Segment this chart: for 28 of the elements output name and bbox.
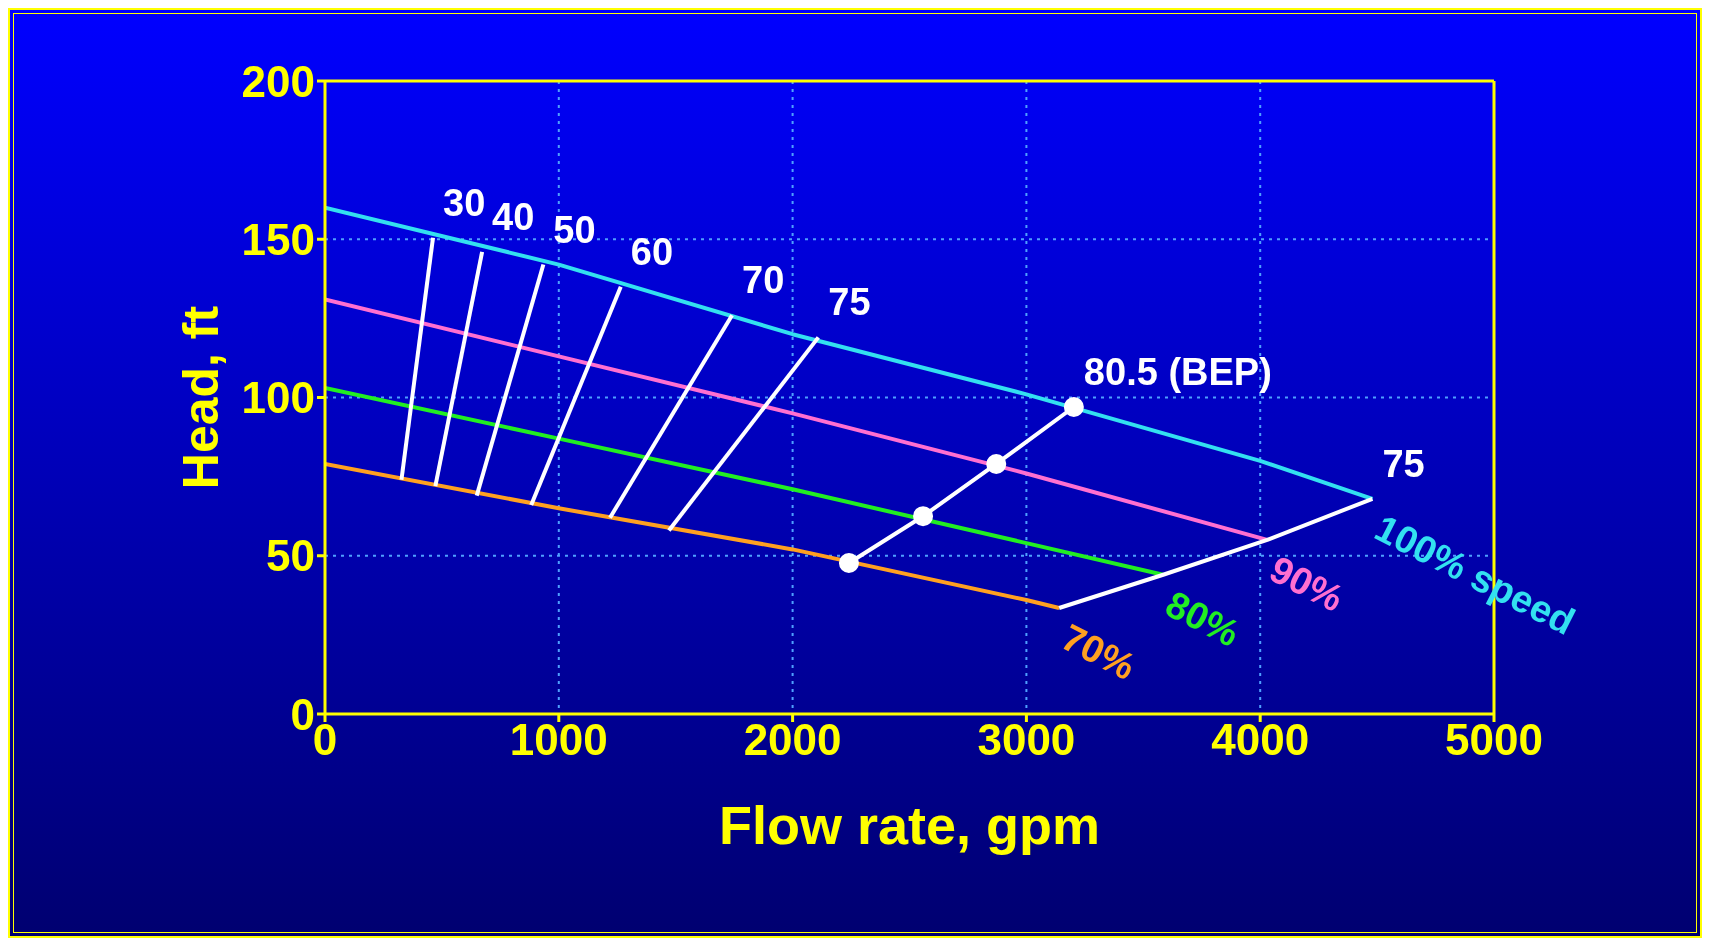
series-label: 80.5 (BEP)	[1083, 350, 1272, 393]
text: 100% speed	[1368, 506, 1582, 643]
series-label: 50	[553, 208, 596, 251]
series-label: 75	[828, 281, 871, 324]
text: 70%	[1055, 615, 1142, 688]
series-label: 60	[630, 230, 674, 273]
y-tick-label: 100	[241, 373, 315, 423]
point	[986, 453, 1007, 474]
x-tick-label: 4000	[1211, 715, 1310, 765]
series-label: 70	[742, 259, 785, 302]
point	[838, 553, 859, 574]
series-label: 40	[492, 195, 535, 238]
series-label: 75	[1382, 442, 1425, 485]
x-tick-label: 2000	[743, 715, 842, 765]
series-label: 30	[443, 181, 486, 224]
y-tick-label: 150	[241, 214, 315, 264]
x-tick-label: 3000	[977, 715, 1076, 765]
x-tick-label: 1000	[509, 715, 608, 765]
y-tick-label: 50	[266, 531, 315, 581]
point	[913, 506, 934, 527]
text: 90%	[1263, 547, 1351, 620]
line-series	[325, 461, 1062, 610]
y-axis-title: Head, ft	[172, 305, 229, 490]
point	[1063, 397, 1084, 417]
y-tick-label: 200	[241, 56, 315, 106]
x-axis-title: Flow rate, gpm	[718, 795, 1101, 855]
x-tick-label: 5000	[1445, 715, 1543, 765]
text: 80%	[1159, 582, 1247, 655]
